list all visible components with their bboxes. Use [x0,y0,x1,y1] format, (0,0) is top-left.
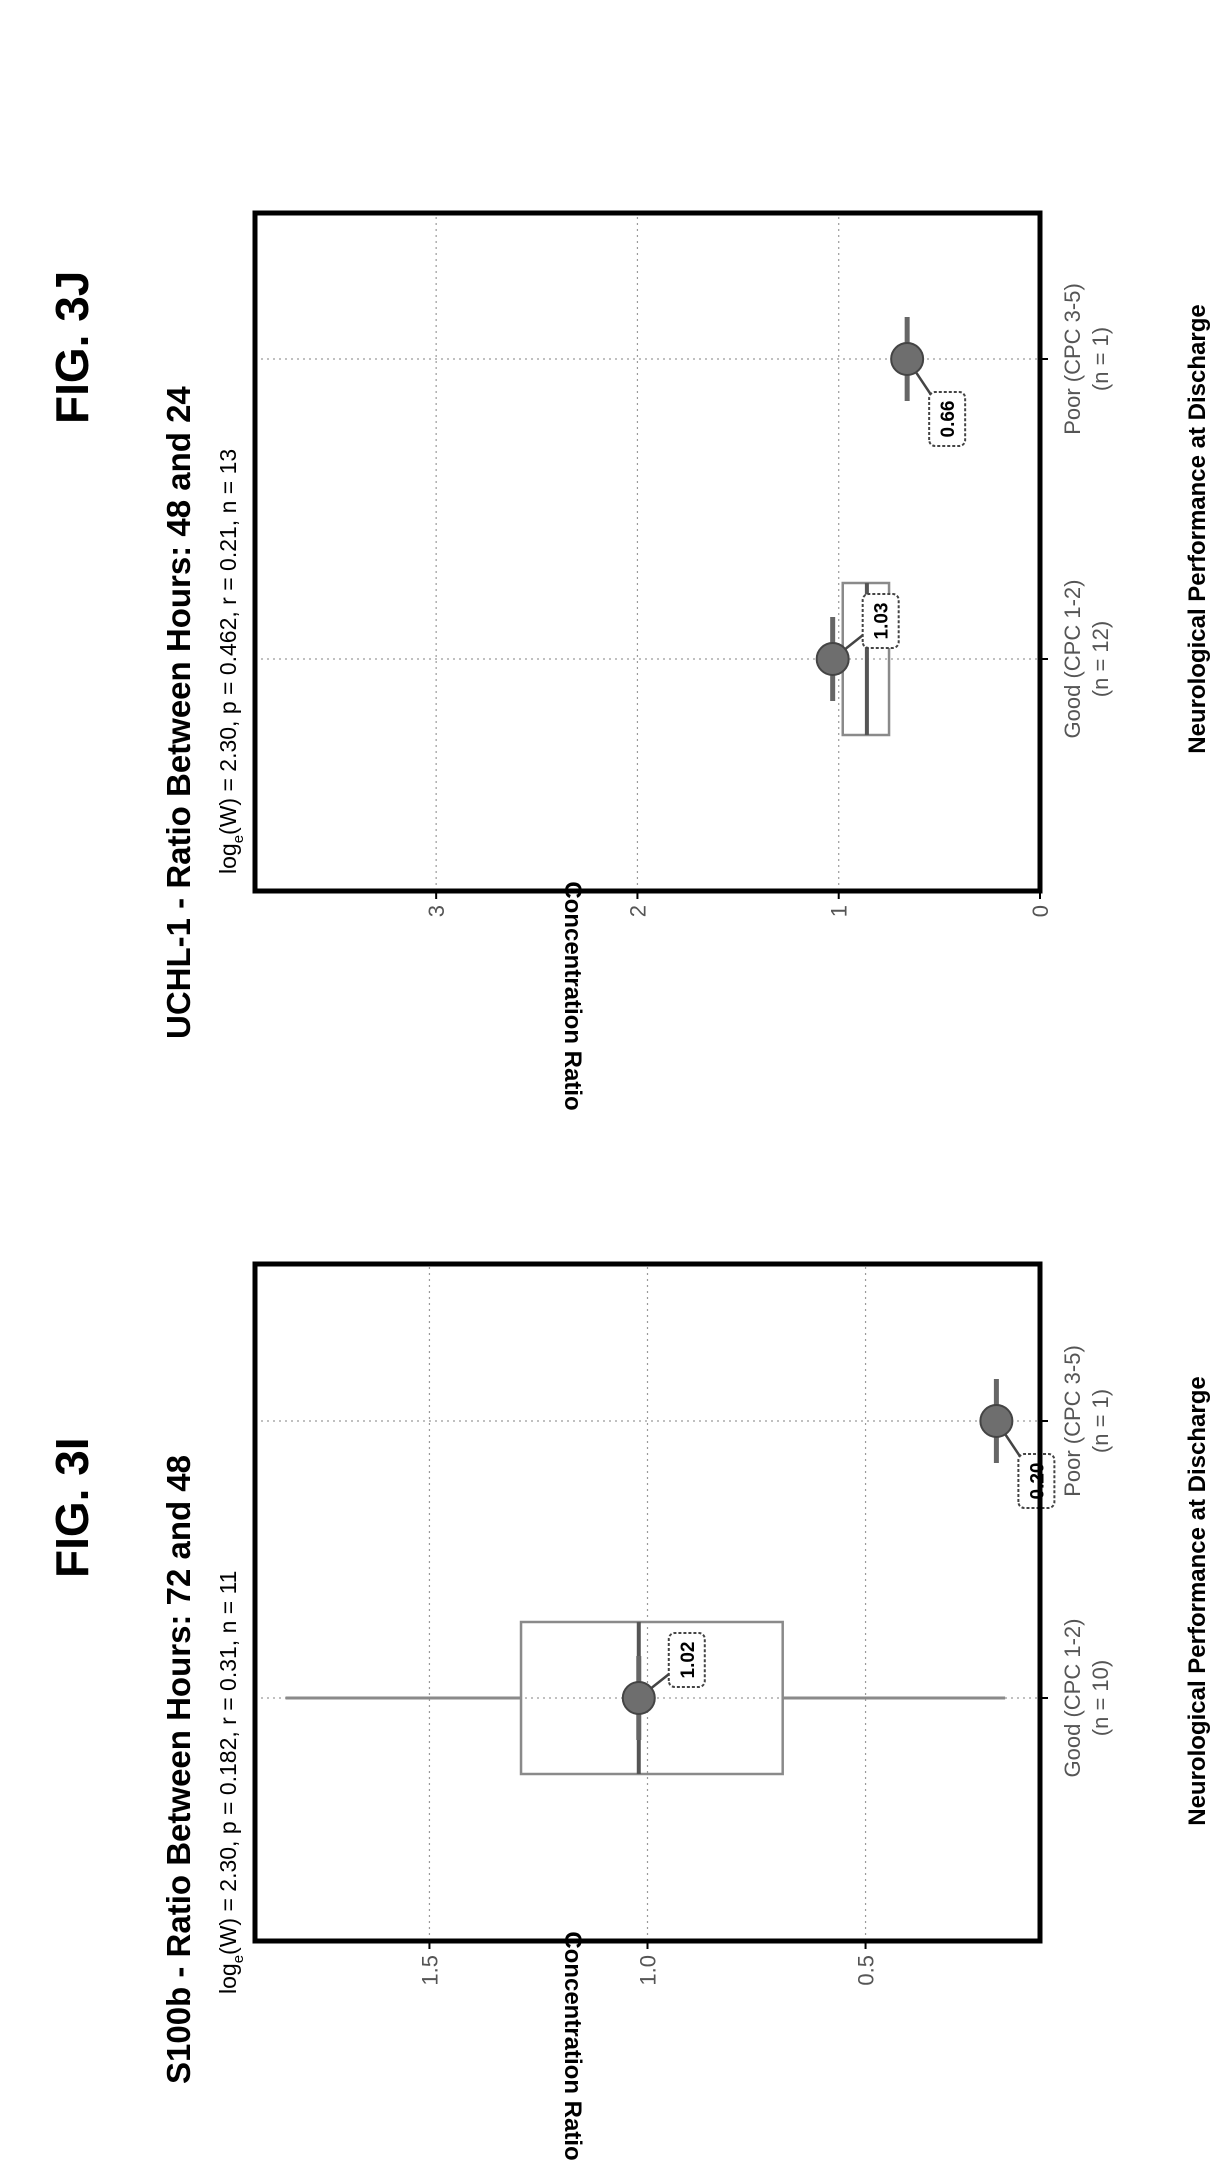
y-tick-label: 1.5 [417,1955,442,1986]
fig-3j-label: FIG. 3J [46,271,98,424]
data-label: 1.02 [678,1642,699,1679]
y-axis-title: Concentration Ratio [559,881,586,1110]
x-category-n-label: (n = 12) [1088,621,1113,697]
x-category-label: Good (CPC 1-2) [1060,580,1085,739]
x-category-n-label: (n = 1) [1088,327,1113,391]
x-axis-title: Neurological Performance at Discharge [1184,1376,1211,1825]
x-category-label: Poor (CPC 3-5) [1060,283,1085,435]
y-tick-label: 0 [1028,905,1053,917]
chart-uchl1: UCHL-1 - Ratio Between Hours: 48 and 24 … [160,210,1211,1111]
x-category-label: Good (CPC 1-2) [1060,1619,1085,1778]
x-category-n-label: (n = 1) [1088,1389,1113,1453]
chart-s100b: S100b - Ratio Between Hours: 72 and 48 l… [160,1261,1211,2161]
x-category-n-label: (n = 10) [1088,1660,1113,1736]
chart-stats: loge(W) = 2.30, p = 0.182, r = 0.31, n =… [215,1571,247,1994]
y-axis-title: Concentration Ratio [559,1931,586,2160]
y-tick-label: 2 [625,905,650,917]
data-label: 1.03 [872,603,893,640]
data-label-box [1017,1453,1056,1509]
y-tick-label: 0.5 [854,1955,879,1986]
plot-frame [252,1261,1043,1944]
point-marker [979,1404,1014,1438]
y-tick-label: 1.0 [636,1955,661,1986]
data-label-box [667,1632,706,1688]
x-category-label: Poor (CPC 3-5) [1060,1345,1085,1497]
chart-stats: loge(W) = 2.30, p = 0.462, r = 0.21, n =… [215,449,247,874]
point-marker [890,342,925,376]
box-iqr [519,1620,784,1776]
chart-title: S100b - Ratio Between Hours: 72 and 48 [160,1455,197,2084]
data-label-box [928,391,967,447]
point-marker [621,1681,656,1715]
chart-title: UCHL-1 - Ratio Between Hours: 48 and 24 [160,386,197,1039]
plot-frame [252,210,1043,894]
y-tick-label: 3 [424,905,449,917]
y-tick-label: 1 [827,905,852,917]
point-marker [815,642,850,676]
data-label-box [861,593,900,649]
x-axis-title: Neurological Performance at Discharge [1184,304,1211,753]
fig-3i-label: FIG. 3I [46,1437,98,1578]
data-label: 0.66 [938,401,959,438]
